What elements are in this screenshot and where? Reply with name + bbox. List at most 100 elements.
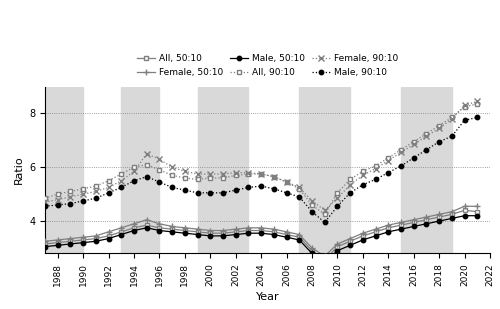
Bar: [122, 87, 160, 253]
Male, 50:10: [258, 231, 264, 235]
Male, 90:10: [271, 187, 277, 191]
All, 50:10: [220, 231, 226, 235]
Male, 90:10: [169, 186, 175, 189]
All, 90:10: [232, 173, 238, 177]
All, 50:10: [372, 230, 378, 234]
All, 50:10: [462, 209, 468, 212]
Male, 90:10: [131, 179, 137, 183]
Female, 50:10: [42, 239, 48, 243]
All, 50:10: [169, 227, 175, 231]
Female, 50:10: [194, 227, 200, 231]
All, 90:10: [296, 187, 302, 191]
Male, 50:10: [169, 230, 175, 234]
Male, 50:10: [80, 241, 86, 244]
Female, 90:10: [246, 171, 252, 175]
All, 50:10: [246, 229, 252, 232]
Female, 50:10: [68, 237, 73, 240]
All, 90:10: [42, 196, 48, 200]
All, 90:10: [118, 172, 124, 176]
Male, 90:10: [220, 191, 226, 195]
Female, 90:10: [322, 209, 328, 212]
Female, 50:10: [334, 242, 340, 246]
All, 90:10: [424, 132, 430, 135]
Male, 50:10: [436, 219, 442, 223]
All, 90:10: [258, 172, 264, 176]
Female, 90:10: [42, 201, 48, 204]
All, 90:10: [208, 176, 214, 180]
Male, 50:10: [246, 231, 252, 235]
Male, 90:10: [93, 196, 99, 200]
All, 90:10: [410, 140, 416, 144]
Female, 50:10: [347, 237, 353, 240]
All, 50:10: [118, 230, 124, 234]
All, 90:10: [169, 173, 175, 177]
All, 90:10: [182, 176, 188, 180]
Male, 90:10: [232, 188, 238, 192]
Female, 90:10: [118, 179, 124, 183]
Female, 50:10: [360, 231, 366, 235]
All, 90:10: [80, 187, 86, 191]
All, 50:10: [309, 249, 315, 252]
Female, 50:10: [284, 230, 290, 234]
All, 90:10: [271, 175, 277, 179]
Male, 50:10: [54, 243, 60, 247]
All, 90:10: [436, 124, 442, 127]
X-axis label: Year: Year: [256, 292, 280, 302]
Male, 50:10: [194, 233, 200, 236]
Female, 50:10: [54, 238, 60, 242]
All, 90:10: [220, 176, 226, 180]
All, 50:10: [436, 215, 442, 219]
All, 50:10: [156, 226, 162, 230]
Female, 90:10: [284, 180, 290, 184]
Male, 90:10: [410, 156, 416, 160]
Female, 50:10: [144, 218, 150, 222]
All, 90:10: [194, 177, 200, 181]
Male, 90:10: [386, 171, 392, 175]
Male, 50:10: [284, 235, 290, 239]
All, 50:10: [410, 221, 416, 224]
Male, 90:10: [182, 188, 188, 192]
All, 90:10: [68, 190, 73, 193]
Female, 50:10: [449, 210, 455, 214]
Male, 50:10: [131, 229, 137, 232]
All, 50:10: [232, 230, 238, 234]
Bar: [198, 87, 248, 253]
Female, 90:10: [436, 126, 442, 130]
Female, 90:10: [68, 195, 73, 199]
Female, 90:10: [424, 134, 430, 138]
Female, 90:10: [449, 117, 455, 121]
Male, 50:10: [474, 214, 480, 218]
Male, 90:10: [474, 116, 480, 119]
Female, 50:10: [309, 246, 315, 250]
Female, 50:10: [80, 235, 86, 239]
Female, 90:10: [80, 192, 86, 196]
Male, 50:10: [334, 249, 340, 252]
All, 50:10: [347, 239, 353, 243]
Female, 50:10: [220, 229, 226, 232]
Female, 90:10: [474, 99, 480, 103]
Line: Male, 90:10: Male, 90:10: [43, 115, 480, 225]
Female, 50:10: [93, 234, 99, 238]
Male, 90:10: [424, 148, 430, 152]
Female, 90:10: [156, 157, 162, 161]
Female, 90:10: [144, 152, 150, 156]
Male, 50:10: [410, 225, 416, 228]
All, 50:10: [144, 223, 150, 227]
Female, 50:10: [398, 221, 404, 224]
Male, 50:10: [182, 231, 188, 235]
Male, 90:10: [449, 134, 455, 138]
All, 50:10: [42, 242, 48, 246]
Male, 50:10: [462, 214, 468, 218]
Female, 50:10: [436, 213, 442, 216]
Male, 50:10: [360, 238, 366, 242]
Male, 90:10: [144, 175, 150, 179]
Male, 90:10: [54, 203, 60, 207]
Male, 90:10: [334, 205, 340, 208]
All, 50:10: [449, 213, 455, 216]
Female, 90:10: [194, 172, 200, 176]
All, 90:10: [462, 105, 468, 108]
Male, 50:10: [322, 261, 328, 265]
Female, 90:10: [271, 175, 277, 179]
Male, 90:10: [258, 184, 264, 188]
Female, 90:10: [169, 165, 175, 169]
